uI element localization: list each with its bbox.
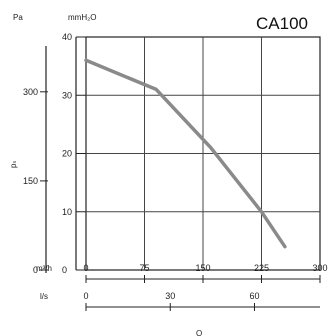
x-tick-label: 300 [312, 263, 327, 273]
m3h-unit-label: m³/h [36, 264, 52, 273]
series-layer [84, 58, 287, 249]
grid-lines [86, 37, 320, 270]
x-axis-ls: 0 30 60 [83, 291, 320, 311]
x2-tick-label: 0 [83, 291, 88, 301]
outer-y-tick-label: 150 [23, 176, 38, 186]
outer-y-tick-label: 0 [33, 265, 38, 275]
mmh2o-unit-label: mmH₂O [68, 13, 96, 22]
inner-y-tick-label: 0 [62, 265, 67, 275]
chart-title: CA100 [256, 14, 308, 33]
outer-y-axis: 0 150 300 [23, 46, 48, 275]
x-tick-label: 225 [254, 263, 269, 273]
inner-y-tick-label: 30 [62, 90, 72, 100]
inner-y-tick-label: 40 [62, 32, 72, 42]
pa-unit-label: Pa [13, 13, 23, 22]
outer-y-tick-label: 300 [23, 87, 38, 97]
ps-axis-label: pₛ [9, 161, 18, 168]
x-tick-label: 75 [139, 263, 149, 273]
inner-y-tick-label: 20 [62, 149, 72, 159]
x-axis-m3h: 0 75 150 225 300 [83, 263, 328, 283]
x2-tick-label: 60 [249, 291, 259, 301]
q-axis-label: Q [196, 329, 202, 336]
x-tick-label: 0 [83, 263, 88, 273]
inner-y-tick-label: 10 [62, 207, 72, 217]
inner-y-axis: 0 10 20 30 40 [62, 32, 86, 275]
ls-unit-label: l/s [40, 292, 48, 301]
x2-tick-label: 30 [165, 291, 175, 301]
x-tick-label: 150 [195, 263, 210, 273]
fan-curve-line [84, 58, 287, 249]
